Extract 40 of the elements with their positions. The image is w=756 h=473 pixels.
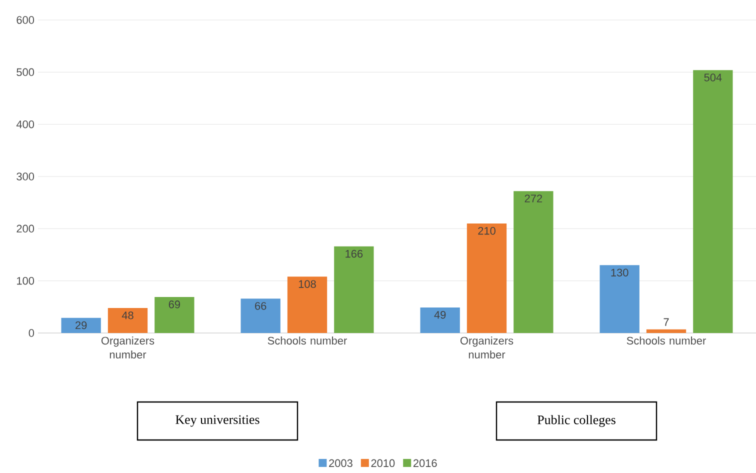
bar: [154, 297, 194, 333]
data-label: 69: [168, 300, 180, 308]
data-label: 166: [346, 250, 363, 258]
bar: [420, 307, 460, 333]
bar: [646, 329, 686, 333]
legend-label: 2016: [413, 459, 437, 468]
bar: [600, 265, 640, 333]
y-tick-label: 0: [28, 329, 34, 337]
x-tick-label: Schools number: [626, 336, 706, 345]
data-label: 108: [298, 280, 316, 288]
bar: [466, 223, 507, 333]
data-label: 272: [524, 194, 542, 202]
bar: [287, 276, 328, 333]
data-label: 48: [122, 311, 134, 320]
y-tick-label: 300: [16, 172, 34, 180]
x-tick-label: Organizers number: [101, 336, 154, 359]
bar: [334, 246, 374, 333]
data-label: 504: [704, 74, 722, 82]
data-label: 7: [664, 318, 669, 326]
y-tick-label: 200: [16, 224, 34, 233]
y-tick-label: 600: [16, 16, 34, 24]
data-label: 29: [76, 321, 87, 330]
bar: [693, 70, 733, 333]
text: Key universities: [176, 415, 260, 427]
legend-label: 2003: [329, 459, 352, 468]
y-tick-label: 100: [17, 276, 34, 285]
data-label: 130: [611, 268, 628, 276]
y-tick-label: 400: [16, 120, 34, 128]
data-label: 210: [478, 226, 496, 235]
legend-label: 2010: [371, 459, 395, 468]
text: Public colleges: [537, 415, 616, 427]
y-tick-label: 500: [16, 68, 34, 76]
bar: [108, 308, 148, 333]
data-label: 66: [255, 302, 266, 310]
bar: [61, 318, 101, 333]
bar: [514, 191, 554, 333]
data-label: 49: [434, 310, 446, 319]
x-tick-label: Schools number: [268, 336, 347, 345]
bar: [240, 298, 280, 333]
x-tick-label: Organizers number: [460, 336, 514, 359]
